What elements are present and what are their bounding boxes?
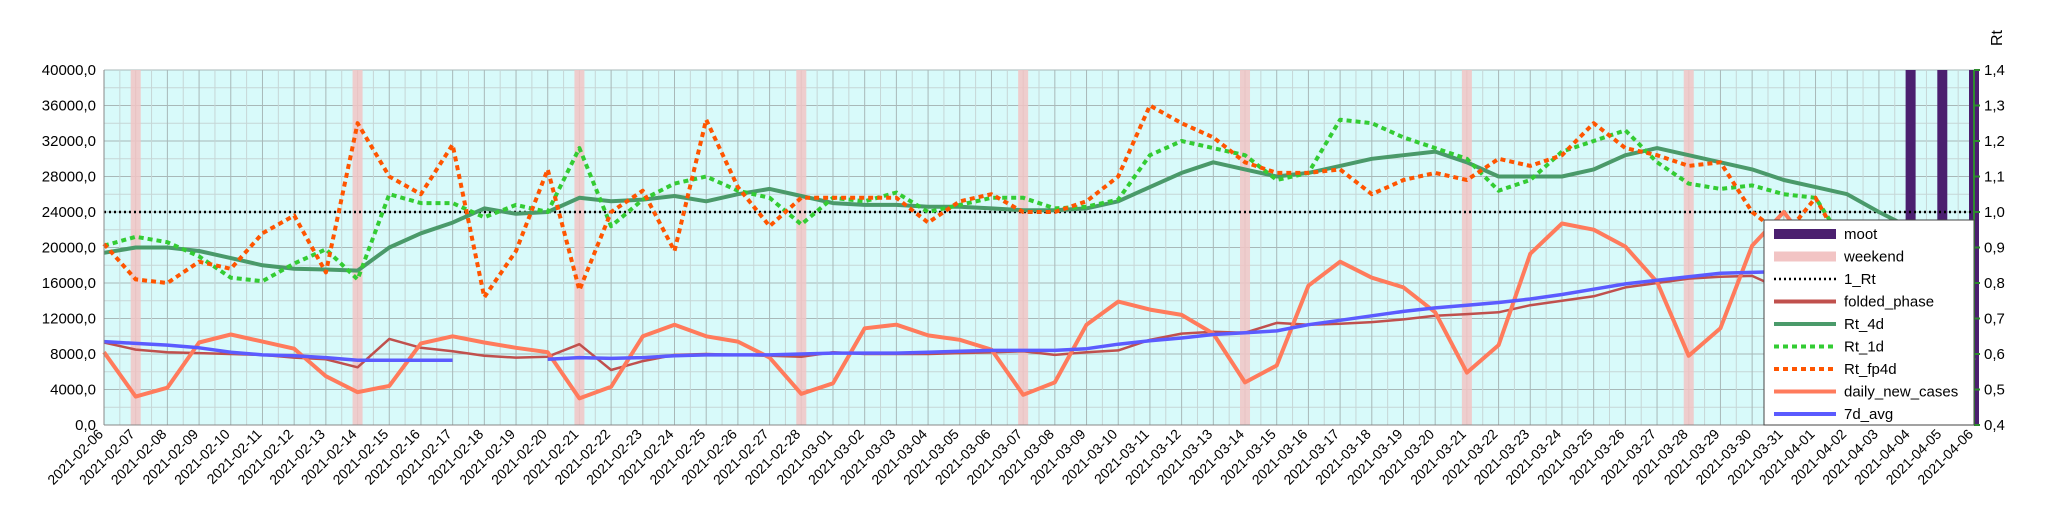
weekend-band xyxy=(1240,70,1251,425)
series-line-rt-1d xyxy=(103,117,1976,362)
right-tick-label: 0,8 xyxy=(1984,275,2005,292)
legend-label: 1_Rt xyxy=(1844,271,1877,288)
right-tick-label: 0,7 xyxy=(1984,311,2005,328)
legend-label: moot xyxy=(1844,226,1878,243)
weekend-band xyxy=(796,70,807,425)
right-tick-label: 0,5 xyxy=(1984,382,2005,399)
legend-label: folded_phase xyxy=(1844,294,1934,311)
right-axis-title: Rt xyxy=(1989,29,2006,46)
series-line-rt-fp4d xyxy=(102,103,1976,387)
weekend-band xyxy=(574,70,585,425)
legend-label: weekend xyxy=(1843,249,1904,266)
left-tick-label: 20000,0 xyxy=(42,240,96,257)
right-tick-label: 1,1 xyxy=(1984,169,2005,186)
left-tick-label: 36000,0 xyxy=(42,98,96,115)
right-tick-label: 0,9 xyxy=(1984,240,2005,257)
left-tick-label: 40000,0 xyxy=(42,62,96,79)
weekend-band xyxy=(1683,70,1694,425)
weekend-band xyxy=(1461,70,1472,425)
weekend-band xyxy=(1018,70,1029,425)
left-tick-label: 12000,0 xyxy=(42,311,96,328)
left-tick-label: 4000,0 xyxy=(50,382,96,399)
right-tick-label: 1,4 xyxy=(1984,62,2005,79)
series-line-daily-new-cases xyxy=(102,210,1975,401)
left-tick-label: 24000,0 xyxy=(42,204,96,221)
right-tick-label: 0,4 xyxy=(1984,417,2005,434)
right-tick-label: 1,3 xyxy=(1984,98,2005,115)
legend-label: Rt_1d xyxy=(1844,339,1884,356)
left-tick-label: 0,0 xyxy=(75,417,96,434)
right-tick-label: 1,0 xyxy=(1984,204,2005,221)
legend-label: daily_new_cases xyxy=(1844,384,1958,401)
left-tick-label: 16000,0 xyxy=(42,275,96,292)
series-lines xyxy=(102,103,1976,401)
legend-label: 7d_avg xyxy=(1844,406,1893,423)
legend-swatch xyxy=(1774,251,1836,262)
left-tick-label: 28000,0 xyxy=(42,169,96,186)
series-line-folded-phase xyxy=(103,274,1976,372)
legend-label: Rt_fp4d xyxy=(1844,361,1897,378)
legend: moot weekend 1_Rt folded_phase Rt_4d Rt_1d Rt_… xyxy=(1763,219,1975,426)
left-tick-label: 32000,0 xyxy=(42,133,96,150)
legend-label: Rt_4d xyxy=(1844,316,1884,333)
weekend-band xyxy=(352,70,363,425)
left-tick-label: 8000,0 xyxy=(50,346,96,363)
right-tick-label: 1,2 xyxy=(1984,133,2005,150)
legend-swatch xyxy=(1774,229,1836,239)
series-line-7d-avg xyxy=(103,268,1975,362)
right-tick-label: 0,6 xyxy=(1984,346,2005,363)
